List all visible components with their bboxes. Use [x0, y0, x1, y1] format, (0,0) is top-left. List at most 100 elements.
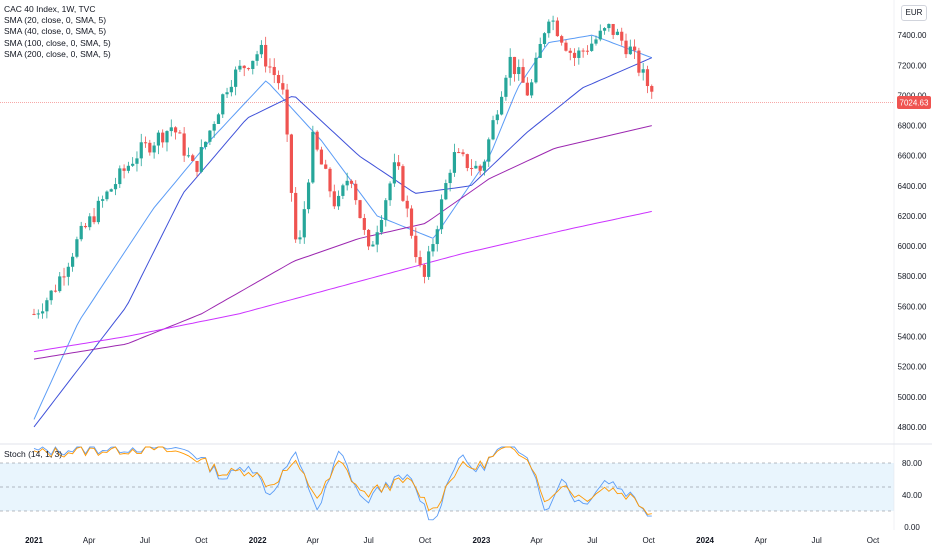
time-axis[interactable]: 2021 Apr Jul Oct 2022 Apr Jul Oct 2023 Apr Jul Oct 2… [25, 536, 880, 545]
candle-body [577, 50, 581, 58]
legend-title: CAC 40 Index, 1W, TVC [4, 4, 96, 14]
candle-body [161, 132, 165, 143]
time-tick-label: Apr [530, 536, 543, 545]
candle-body [362, 218, 366, 230]
candle-body [182, 133, 186, 156]
candle-body [452, 152, 457, 173]
time-tick-label: Oct [867, 536, 880, 545]
price-tick-label: 7000.00 [898, 91, 927, 100]
candle-body [336, 195, 341, 207]
candle-body [36, 313, 40, 315]
candle-body [332, 191, 336, 207]
candle-body [173, 127, 178, 133]
candle-body [66, 266, 70, 277]
candle-body [371, 244, 375, 247]
candle-body [474, 165, 478, 169]
candle-body [568, 50, 572, 53]
candle-body [384, 200, 388, 220]
price-tick-label: 5600.00 [898, 302, 927, 311]
candle-body [495, 114, 499, 121]
candle-body [238, 65, 242, 70]
candle-body [598, 30, 602, 40]
candle-body [40, 311, 45, 314]
time-tick-label: 2021 [25, 536, 43, 545]
candle-body [345, 180, 349, 186]
candle-body [469, 168, 474, 170]
candle-body [225, 92, 229, 95]
candle-body [358, 200, 362, 219]
candle-body [62, 276, 66, 278]
candle-body [259, 44, 263, 55]
sma-line-100 [33, 125, 652, 360]
candle-body [319, 149, 324, 165]
time-tick-label: Jul [812, 536, 822, 545]
candle-body [504, 77, 508, 97]
time-tick-label: Oct [195, 536, 208, 545]
price-tick-label: 4800.00 [898, 423, 927, 432]
time-tick-label: 2022 [249, 536, 267, 545]
candle-body [530, 82, 534, 96]
candle-body [242, 65, 246, 69]
time-tick-label: Jul [140, 536, 150, 545]
candle-body [581, 50, 585, 52]
price-axis[interactable]: 7400.00 7200.00 7000.00 6800.00 6600.00 6400.… [898, 31, 927, 432]
price-tick-label: 6400.00 [898, 182, 927, 191]
candle-body [53, 290, 58, 292]
candle-body [590, 43, 594, 51]
time-tick-label: Apr [307, 536, 320, 545]
candle-body [298, 237, 302, 240]
candle-body [418, 257, 422, 265]
candle-body [216, 114, 221, 124]
candle-body [186, 155, 191, 157]
candle-body [289, 134, 293, 193]
candle-body [264, 44, 268, 67]
candle-body [585, 50, 590, 52]
candle-body [461, 152, 465, 155]
candle-body [512, 56, 517, 75]
legend-sma-20: SMA (20, close, 0, SMA, 5) [4, 15, 107, 26]
time-tick-label: Apr [755, 536, 768, 545]
time-tick-label: Apr [83, 536, 96, 545]
candle-body [564, 42, 568, 51]
candle-body [602, 28, 607, 31]
candle-body [156, 132, 161, 146]
candle-body [620, 31, 624, 41]
candle-body [113, 184, 118, 190]
candle-body [165, 131, 169, 143]
time-tick-label: Oct [419, 536, 432, 545]
time-tick-label: Oct [642, 536, 655, 545]
candle-body [285, 89, 289, 135]
sma-line-20 [33, 34, 652, 420]
candle-body [234, 69, 238, 87]
candle-body [126, 165, 130, 171]
candle-body [341, 185, 345, 196]
sma-lines [33, 34, 653, 428]
candle-body [118, 168, 122, 185]
candle-body [79, 225, 83, 240]
candle-body [482, 161, 487, 171]
sma-line-200 [33, 210, 652, 353]
candle-body [229, 86, 233, 93]
candle-body [272, 66, 276, 76]
stoch-axis: 80.00 40.00 0.00 [902, 459, 923, 532]
price-tick-label: 6200.00 [898, 212, 927, 221]
candle-body [203, 141, 208, 148]
price-tick-label: 6800.00 [898, 122, 927, 131]
candle-body [551, 20, 555, 22]
candle-body [135, 158, 139, 164]
candle-body [199, 147, 203, 172]
price-tick-label: 7200.00 [898, 61, 927, 70]
sma-line-40 [33, 57, 653, 428]
candle-body [101, 199, 105, 201]
currency-button[interactable]: EUR [901, 5, 927, 21]
candle-body [538, 44, 542, 58]
candle-body [645, 69, 650, 87]
candle-body [465, 154, 469, 169]
candle-body [178, 132, 182, 134]
candle-body [431, 244, 435, 252]
candle-body [650, 86, 654, 92]
candle-body [632, 46, 637, 51]
candle-body [281, 83, 285, 90]
candle-body [109, 189, 113, 192]
